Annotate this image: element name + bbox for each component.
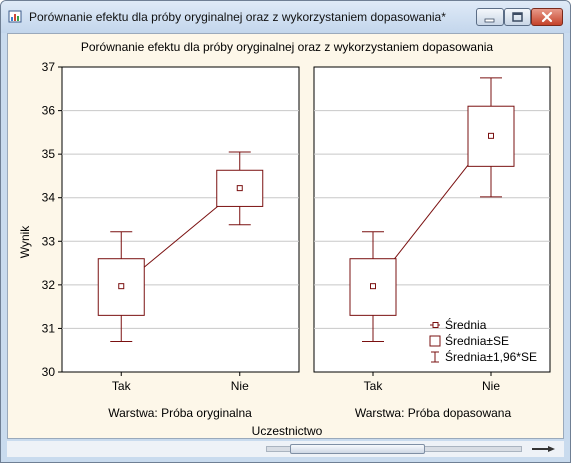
se-box	[467, 105, 515, 167]
maximize-icon	[512, 12, 523, 22]
zoom-icon[interactable]	[530, 444, 560, 454]
panel-label-matched: Warstwa: Próba dopasowana	[355, 406, 512, 420]
chart-canvas: Porównanie efektu dla próby oryginalnej …	[7, 33, 564, 439]
legend-mean: Średnia	[445, 317, 487, 332]
close-icon	[541, 11, 553, 23]
x-tick-label: Tak	[364, 379, 384, 393]
close-button[interactable]	[531, 8, 563, 26]
mean-point	[488, 132, 494, 139]
y-tick-label: 34	[42, 191, 56, 205]
y-tick-label: 30	[42, 365, 56, 379]
mean-point	[118, 283, 125, 290]
y-tick-label: 32	[42, 278, 56, 292]
legend-se: Średnia±SE	[445, 333, 509, 348]
y-tick-label: 33	[42, 234, 56, 248]
legend: Średnia Średnia±SE Średnia±1,96*SE	[429, 317, 537, 364]
x-axis-label: Uczestnictwo	[252, 424, 323, 438]
plot-frame	[61, 66, 300, 373]
legend-se-swatch	[429, 335, 441, 347]
maximize-button[interactable]	[504, 8, 531, 26]
window-title: Porównanie efektu dla próby oryginalnej …	[29, 10, 446, 24]
minimize-icon	[484, 18, 495, 23]
y-tick-label: 37	[42, 60, 56, 74]
x-tick-label: Nie	[231, 379, 249, 393]
panel-matched: Tak Nie	[313, 66, 551, 393]
plot-frame	[313, 66, 551, 373]
minimize-button[interactable]	[476, 8, 504, 26]
y-tick-label: 36	[42, 104, 56, 118]
scrollbar-thumb[interactable]	[290, 444, 425, 454]
legend-ci: Średnia±1,96*SE	[445, 349, 537, 364]
y-ticks: 30 31 32 33 34 35 36 37	[42, 60, 62, 379]
y-tick-label: 31	[42, 321, 56, 335]
mean-point	[370, 283, 376, 290]
title-bar[interactable]: Porównanie efektu dla próby oryginalnej …	[1, 1, 570, 33]
legend-ci-swatch	[431, 351, 439, 363]
chart: Porównanie efektu dla próby oryginalnej …	[18, 40, 551, 438]
y-tick-label: 35	[42, 147, 56, 161]
mean-point	[236, 185, 243, 192]
panel-label-original: Warstwa: Próba oryginalna	[108, 406, 252, 420]
y-axis-label: Wynik	[18, 225, 32, 259]
x-tick-label: Nie	[482, 379, 500, 393]
x-tick-label: Tak	[112, 379, 132, 393]
se-box	[97, 258, 145, 316]
legend-mean-swatch	[430, 322, 440, 328]
chart-title: Porównanie efektu dla próby oryginalnej …	[81, 40, 494, 54]
app-chart-icon	[8, 10, 22, 23]
panel-original: Tak Nie	[61, 66, 300, 393]
